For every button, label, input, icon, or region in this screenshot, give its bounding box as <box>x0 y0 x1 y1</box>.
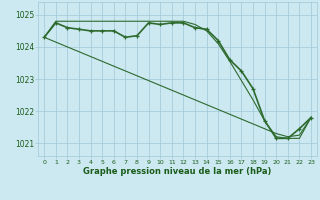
X-axis label: Graphe pression niveau de la mer (hPa): Graphe pression niveau de la mer (hPa) <box>84 167 272 176</box>
